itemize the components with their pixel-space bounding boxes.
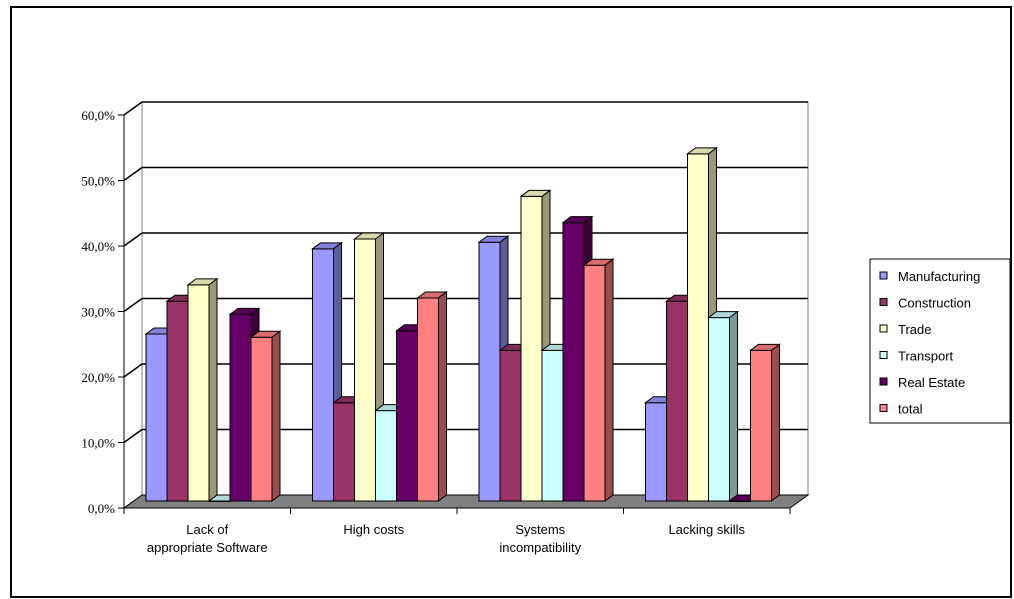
y-tick-label: 30,0% [81,305,115,320]
y-tick-label: 10,0% [81,436,115,451]
y-tick-label: 0,0% [88,501,115,516]
bar-trade [187,284,210,502]
gridline-side [123,166,143,182]
bar-side [771,343,780,502]
bar-side [729,310,738,502]
x-tick-label: Systems [515,522,565,537]
x-tick-label: Lack of [186,522,228,537]
gridline-side [123,363,143,378]
y-tick-label: 40,0% [81,239,115,254]
bar-total [750,349,772,502]
bar-manufacturing [478,241,501,502]
bar-trade [687,153,709,502]
legend-label: Manufacturing [898,269,980,284]
legend-label: Real Estate [898,375,965,390]
y-tick-label: 60,0% [81,108,115,123]
legend-label: Construction [898,296,971,311]
bar-transport [375,410,397,502]
bar-manufacturing [145,333,168,502]
bar-manufacturing [645,402,667,502]
bar-total [417,297,439,502]
legend-swatch [879,298,888,306]
y-tick-label: 20,0% [81,370,115,385]
x-tick-label: incompatibility [499,540,581,555]
x-tick-label: appropriate Software [147,540,268,555]
y-tick-label: 50,0% [81,174,115,189]
bar-side [604,258,614,502]
x-tick-label: Lacking skills [668,522,745,537]
bar-side [271,330,281,502]
gridline-side [123,101,143,116]
bar-transport [708,317,730,502]
legend-swatch [879,351,888,359]
legend-box [869,258,1011,424]
bar-trade [520,195,543,502]
x-tick-label: High costs [343,522,404,537]
legend-label: total [898,402,923,417]
gridline-side [123,428,143,444]
bar-real-estate [396,330,418,502]
gridline-side [123,232,143,247]
bar-side [208,277,218,502]
bar-real-estate [562,222,585,502]
bar-construction [499,349,522,502]
bar-trade [354,238,376,502]
bar-total [250,336,273,502]
legend-swatch [879,271,888,280]
legend-swatch [879,404,888,412]
bar-side [438,290,447,502]
bar-real-estate [229,313,252,502]
bar-construction [333,402,355,502]
legend-label: Transport [898,349,954,364]
bar-total [583,264,606,502]
bar-manufacturing [312,248,334,502]
legend-swatch [879,324,888,333]
bar-construction [166,300,189,502]
legend-label: Trade [898,322,931,337]
gridline-side [123,297,143,313]
bar-transport [541,349,564,502]
legend-swatch [879,377,888,386]
bar-construction [666,300,688,502]
